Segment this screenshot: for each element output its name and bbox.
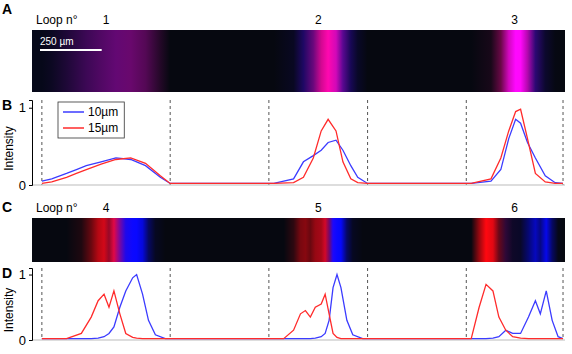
- y-tick-mark: [29, 108, 32, 109]
- loop-number: 6: [511, 201, 518, 215]
- y-tick-label: 0: [19, 333, 26, 348]
- y-axis: 01: [19, 267, 33, 347]
- window-edge: [268, 268, 269, 340]
- profile-line: [42, 284, 563, 338]
- panel-letter: B: [2, 97, 12, 113]
- loop-number: 5: [315, 201, 322, 215]
- legend-swatch: [63, 127, 84, 129]
- scale-bar: [40, 49, 102, 51]
- y-tick-label: 1: [19, 267, 26, 282]
- legend-box: [58, 102, 124, 138]
- y-tick: 1: [19, 267, 32, 282]
- panel-pair: CLoop n°456DIntensity01: [2, 199, 565, 348]
- legend: 10µm 15µm: [58, 102, 124, 138]
- y-axis-line: [29, 269, 33, 341]
- loop-number: 4: [103, 201, 110, 215]
- y-axis-title: Intensity: [2, 288, 16, 333]
- y-tick-label: 0: [19, 178, 26, 193]
- window-edge: [41, 100, 42, 185]
- image-strip: [32, 218, 565, 262]
- figure: ALoop n°123250 µmBIntensity0110µm15µmCLo…: [0, 0, 572, 354]
- y-tick-mark: [29, 340, 32, 341]
- x-axis-line: [32, 185, 565, 186]
- panel-letter: A: [2, 1, 12, 17]
- legend-swatch: [63, 111, 84, 113]
- image-title: Loop n°: [36, 13, 78, 27]
- legend-label: 15µm: [88, 121, 118, 135]
- y-tick-label: 1: [19, 100, 26, 115]
- image-strip: [32, 30, 565, 92]
- y-tick: 1: [19, 100, 32, 115]
- window-edge: [170, 268, 171, 340]
- loop-number: 3: [511, 13, 518, 27]
- y-axis-title: Intensity: [2, 126, 16, 171]
- y-tick: 0: [19, 178, 32, 193]
- window-edge: [367, 268, 368, 340]
- image-title: Loop n°: [36, 201, 78, 215]
- panel-letter: D: [2, 265, 12, 281]
- window-edge: [41, 268, 42, 340]
- window-edge: [466, 268, 467, 340]
- y-tick-mark: [29, 275, 32, 276]
- plot-marks: [42, 275, 563, 339]
- y-axis: 01: [19, 100, 33, 192]
- panel-pair: ALoop n°123250 µmBIntensity0110µm15µm: [2, 1, 565, 193]
- panel-letter: C: [2, 199, 12, 215]
- y-tick-mark: [29, 185, 32, 186]
- x-axis-line: [32, 340, 565, 341]
- window-edge: [563, 100, 564, 185]
- legend-label: 10µm: [88, 105, 118, 119]
- y-tick: 0: [19, 333, 32, 348]
- window-edge: [466, 100, 467, 185]
- loop-number: 1: [103, 13, 110, 27]
- window-edge: [268, 100, 269, 185]
- window-edge: [170, 100, 171, 185]
- y-axis-line: [29, 101, 33, 186]
- window-edge: [563, 268, 564, 340]
- scale-bar-label: 250 µm: [40, 36, 74, 47]
- window-edge: [367, 100, 368, 185]
- profile-line: [42, 275, 563, 339]
- loop-number: 2: [315, 13, 322, 27]
